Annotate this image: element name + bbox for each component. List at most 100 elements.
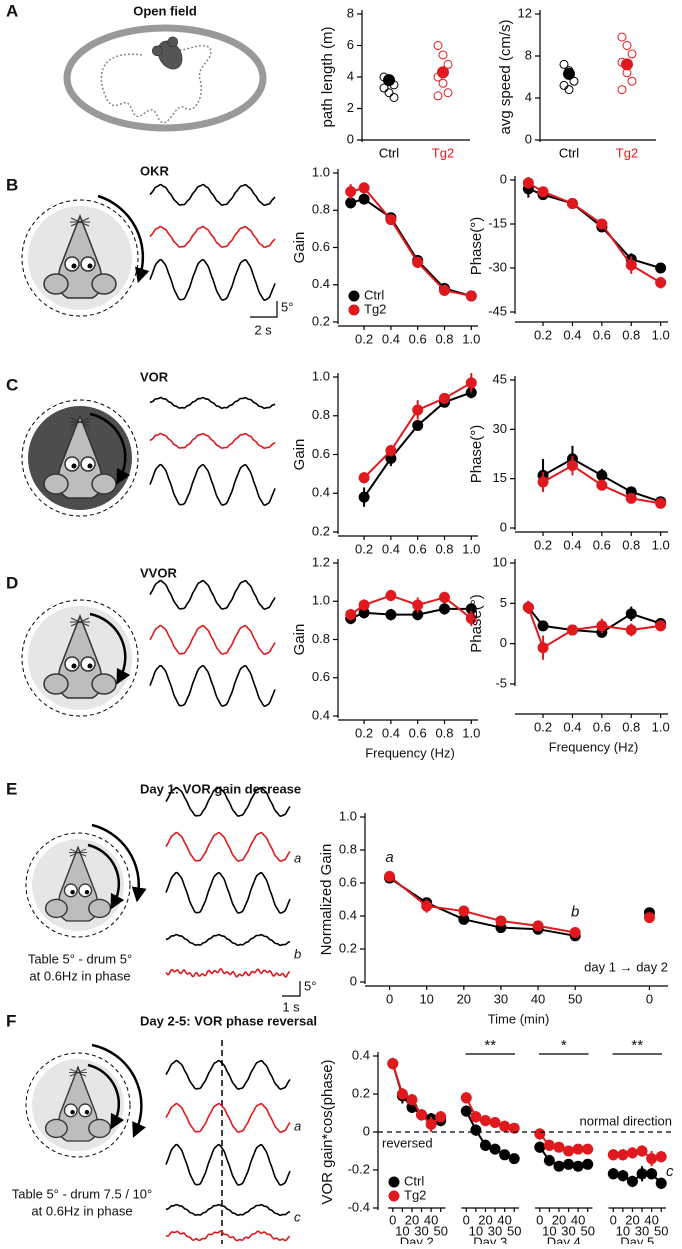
scale-label: 5°	[304, 978, 316, 993]
significance: *	[561, 1037, 567, 1054]
data-point	[582, 1158, 594, 1170]
y-tick-label: 5	[500, 595, 507, 610]
x-tick-label: 0.8	[622, 537, 640, 552]
x-tick-label: 50	[580, 1223, 594, 1238]
trace	[149, 258, 276, 302]
x-tick-label: Ctrl	[379, 145, 399, 160]
trace-label: a	[294, 1118, 301, 1133]
x-tick-label: 10	[469, 1223, 483, 1238]
y-tick-label: 1.0	[312, 368, 330, 383]
x-tick-label: 0	[386, 991, 393, 1006]
data-point	[627, 49, 637, 59]
x-tick-label: 40	[571, 1212, 585, 1227]
data-point	[626, 1147, 638, 1159]
data-point	[460, 1092, 472, 1104]
x-tick-label: 0.2	[355, 541, 373, 556]
okr-title: OKR	[140, 163, 170, 178]
legend-marker	[348, 304, 360, 316]
data-point	[534, 1141, 546, 1153]
x-tick-label: 0.4	[382, 331, 400, 346]
legend-label: Ctrl	[364, 287, 384, 302]
data-point	[385, 445, 397, 457]
y-tick-label: 0.6	[312, 446, 330, 461]
labels: A B C D E F Open field OKR VOR VVOR Day …	[6, 1, 317, 1224]
data-point	[495, 915, 507, 927]
data-point	[384, 88, 394, 98]
x-tick-label: 0.8	[622, 719, 640, 734]
data-point	[412, 256, 424, 268]
e-note: at 0.6Hz in phase	[29, 968, 130, 983]
trace	[165, 786, 291, 818]
x-tick-label: 0.4	[563, 327, 581, 342]
legend-label: Tg2	[364, 301, 386, 316]
x-tick-label: 10	[616, 1223, 630, 1238]
data-point	[643, 912, 655, 924]
legend-label: Ctrl	[404, 1173, 424, 1188]
data-point	[543, 1139, 555, 1151]
data-point	[537, 620, 549, 632]
series-line	[350, 186, 472, 297]
x-axis-label: Frequency (Hz)	[549, 739, 639, 754]
panel-letter: E	[6, 779, 17, 798]
y-tick-label: -45	[488, 303, 507, 318]
x-tick-label: 0.2	[534, 327, 552, 342]
y-axis-label: avg speed (cm/s)	[497, 19, 514, 134]
data-point	[479, 1115, 491, 1127]
data-point	[617, 1170, 629, 1182]
y-axis-label: Normalized Gain	[318, 844, 335, 956]
y-tick-label: 4	[525, 89, 532, 104]
day-label: Day 2	[400, 1234, 434, 1244]
x-tick-label: 0	[463, 1212, 470, 1227]
data-point	[438, 50, 448, 60]
x-tick-label: 0.8	[435, 541, 453, 556]
data-point	[543, 1155, 555, 1166]
x-tick-label: 1.0	[462, 331, 480, 346]
x-tick-label: 0	[536, 1212, 543, 1227]
data-point	[625, 259, 637, 271]
data-point	[406, 1094, 418, 1106]
data-point	[537, 476, 549, 488]
x-tick-label: 0.8	[622, 327, 640, 342]
data-point	[522, 601, 534, 613]
x-tick-label: 0.4	[563, 537, 581, 552]
data-point	[358, 607, 370, 619]
data-point	[566, 197, 578, 209]
y-axis-label: Gain	[291, 624, 308, 656]
panel-letter: D	[6, 573, 18, 592]
x-tick-label: 20	[457, 991, 471, 1006]
data-point	[655, 262, 667, 274]
data-point	[389, 92, 399, 102]
y-tick-label: 0.6	[312, 239, 330, 254]
x-tick-label: 30	[494, 991, 508, 1006]
data-point	[627, 76, 637, 86]
x-tick-label: 0.6	[593, 537, 611, 552]
trace	[165, 1203, 291, 1217]
trace	[165, 967, 291, 978]
data-point	[345, 186, 357, 198]
data-point	[537, 642, 549, 654]
data-point	[345, 609, 357, 621]
y-tick-label: 0.4	[312, 485, 330, 500]
arena	[63, 24, 267, 132]
trace	[165, 1230, 291, 1242]
y-tick-label: 2	[347, 100, 354, 115]
y-tick-label: 0.2	[312, 313, 330, 328]
legend-marker	[348, 290, 360, 302]
y-tick-label: 0.2	[339, 940, 357, 955]
data-point	[465, 612, 477, 624]
data-point	[508, 1122, 520, 1134]
y-tick-label: 0	[347, 131, 354, 146]
data-point	[582, 1143, 594, 1155]
data-point	[617, 1149, 629, 1161]
trace	[149, 664, 276, 708]
trace-label: a	[294, 850, 301, 865]
data-point	[499, 1149, 511, 1161]
data-point	[636, 1145, 648, 1157]
data-point	[572, 1160, 584, 1172]
x-tick-label: 40	[531, 991, 545, 1006]
x-tick-label: 0.2	[534, 537, 552, 552]
x-tick-label: 0	[646, 991, 653, 1006]
x-tick-label: 10	[419, 991, 433, 1006]
x-tick-label: 40	[424, 1212, 438, 1227]
